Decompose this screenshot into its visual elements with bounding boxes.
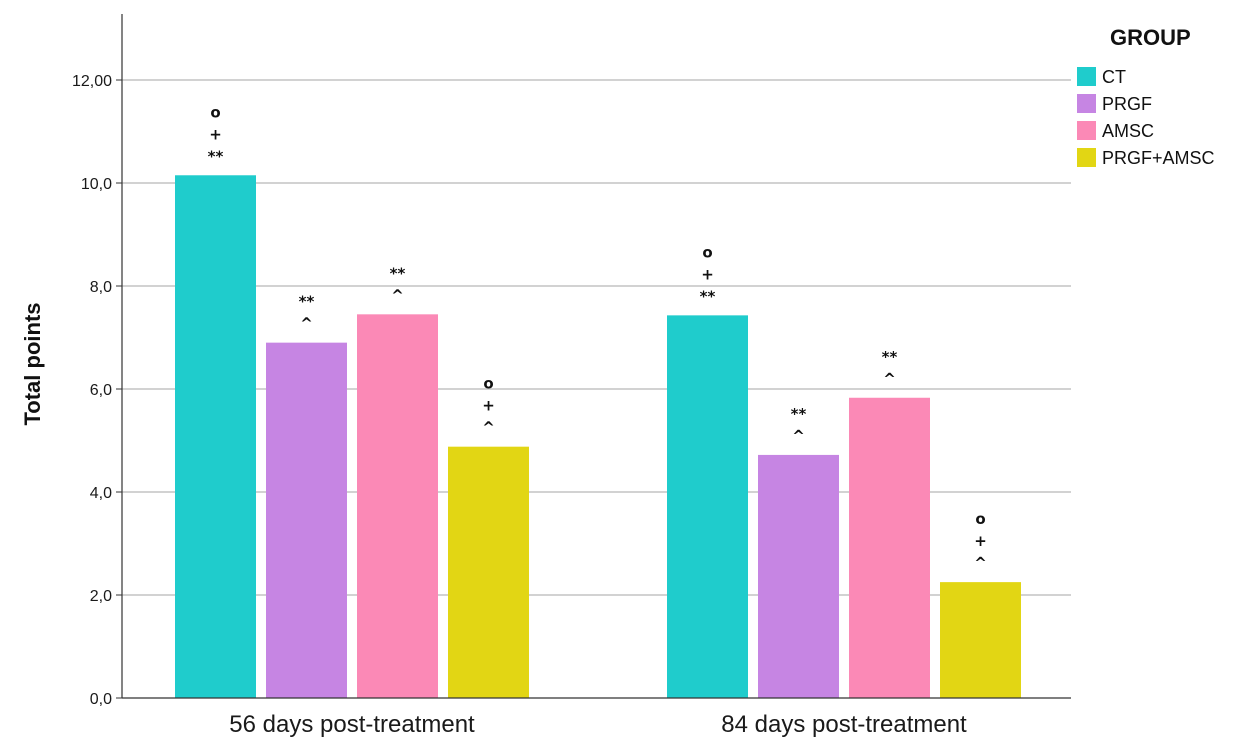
significance-marker: + [209,125,222,143]
bar-ct-1 [175,175,256,698]
significance-marker: ** [208,147,224,165]
legend: GROUP CT PRGF AMSC PRGF+AMSC [1077,25,1215,168]
bar-prgf-amsc-1 [448,446,529,698]
y-tick-label: 4,0 [90,485,112,502]
y-tick-label: 6,0 [90,382,112,399]
significance-marker: ** [390,264,406,282]
legend-swatch [1077,148,1096,167]
category-label: 56 days post-treatment [229,711,475,738]
legend-swatch [1077,94,1096,113]
y-tick-label: 0,0 [90,691,112,708]
bar-prgf-amsc-2 [940,582,1021,698]
bar-amsc-2 [849,397,930,698]
bar-prgf-2 [758,454,839,698]
y-tick-label: 8,0 [90,279,112,296]
legend-swatch [1077,121,1096,140]
legend-label: CT [1102,67,1126,87]
bar-prgf-1 [266,342,347,698]
significance-marker: ^ [482,419,495,437]
legend-label: PRGF+AMSC [1102,148,1215,168]
significance-marker: + [701,265,714,283]
bar-amsc-1 [357,314,438,698]
bar-ct-2 [667,315,748,698]
significance-marker: o [483,375,493,393]
significance-marker: ^ [300,315,313,333]
axes [121,14,1071,699]
significance-marker: ^ [391,286,404,304]
significance-marker: ^ [792,427,805,445]
bars: o + ** ** ^ ** ^ o + ^ o + ** ** ^ ** ^ o + ^ [175,103,1021,698]
legend-swatch [1077,67,1096,86]
significance-marker: + [974,532,987,550]
legend-label: PRGF [1102,94,1152,114]
significance-marker: ** [299,293,315,311]
significance-marker: ** [882,348,898,366]
category-labels: 56 days post-treatment 84 days post-treat… [229,711,967,738]
significance-marker: o [975,510,985,528]
y-tick-label: 10,0 [81,176,112,193]
category-label: 84 days post-treatment [721,711,967,738]
y-axis-label: Total points [20,302,45,425]
significance-marker: ** [700,287,716,305]
significance-marker: ^ [974,554,987,572]
significance-marker: + [482,397,495,415]
y-tick-label: 12,00 [72,73,112,90]
y-tick-labels: 0,0 2,0 4,0 6,0 8,0 10,0 12,00 [72,73,122,708]
legend-title: GROUP [1110,25,1191,50]
significance-marker: ^ [883,370,896,388]
legend-label: AMSC [1102,121,1154,141]
y-tick-label: 2,0 [90,588,112,605]
significance-marker: o [210,103,220,121]
significance-marker: ** [791,405,807,423]
significance-marker: o [702,243,712,261]
